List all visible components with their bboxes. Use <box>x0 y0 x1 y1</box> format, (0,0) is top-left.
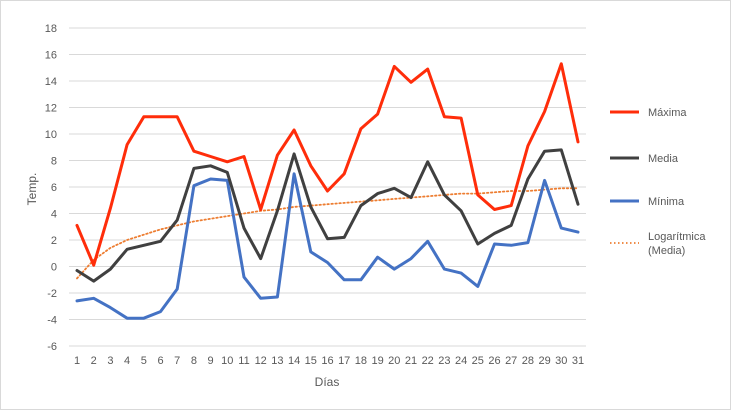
x-tick-label: 10 <box>221 355 233 367</box>
series-line-maxima <box>75 62 580 267</box>
x-tick-label: 29 <box>538 355 550 367</box>
legend-item: Máxima <box>610 107 687 119</box>
y-axis-title: Temp. <box>25 173 39 206</box>
x-tick-label: 9 <box>208 355 214 367</box>
y-tick-label: 0 <box>51 262 57 274</box>
legend-label: Logarítmica (Media) <box>648 231 706 257</box>
legend-item: Media <box>610 153 679 165</box>
y-tick-label: 18 <box>45 23 57 35</box>
x-tick-label: 19 <box>371 355 383 367</box>
x-tick-label: 16 <box>321 355 333 367</box>
x-tick-label: 14 <box>288 355 300 367</box>
x-tick-label: 25 <box>472 355 484 367</box>
x-tick-label: 5 <box>141 355 147 367</box>
x-tick-label: 17 <box>338 355 350 367</box>
x-tick-label: 15 <box>305 355 317 367</box>
legend: Máxima Media Mínima Logarítmica (Media) <box>610 107 706 257</box>
y-tick-label: 4 <box>51 209 57 221</box>
legend-item: Mínima <box>610 196 685 208</box>
x-tick-label: 28 <box>522 355 534 367</box>
x-tick-label: 18 <box>355 355 367 367</box>
x-tick-label: 20 <box>388 355 400 367</box>
gridlines <box>69 27 586 347</box>
y-tick-label: -4 <box>47 315 57 327</box>
x-tick-label: 24 <box>455 355 467 367</box>
y-tick-label: 10 <box>45 129 57 141</box>
x-tick-label: 1 <box>74 355 80 367</box>
y-tick-label: 2 <box>51 235 57 247</box>
x-tick-label: 8 <box>191 355 197 367</box>
x-tick-label: 26 <box>488 355 500 367</box>
y-tick-label: -6 <box>47 341 57 353</box>
series-line-minima <box>75 172 580 320</box>
x-tick-label: 6 <box>157 355 163 367</box>
x-tick-label: 22 <box>422 355 434 367</box>
x-tick-label: 4 <box>124 355 130 367</box>
legend-item: Logarítmica (Media) <box>610 231 706 257</box>
x-tick-label: 7 <box>174 355 180 367</box>
x-tick-label: 23 <box>438 355 450 367</box>
y-tick-label: 6 <box>51 182 57 194</box>
x-tick-labels: 1 2 3 4 5 6 7 8 9 10 11 12 13 14 15 16 17 18 19 20 21 22 23 24 2… <box>74 355 584 367</box>
series-line-logaritmica-media <box>76 187 579 280</box>
x-tick-label: 13 <box>271 355 283 367</box>
x-axis-title: Días <box>315 375 340 389</box>
y-tick-label: 12 <box>45 103 57 115</box>
x-tick-label: 21 <box>405 355 417 367</box>
series-line-media <box>75 148 580 283</box>
x-tick-label: 27 <box>505 355 517 367</box>
legend-label: Mínima <box>648 196 685 208</box>
series-lines <box>75 62 580 320</box>
x-tick-label: 12 <box>255 355 267 367</box>
legend-label: Máxima <box>648 107 687 119</box>
y-tick-label: 14 <box>45 76 57 88</box>
x-tick-label: 31 <box>572 355 584 367</box>
x-tick-label: 2 <box>91 355 97 367</box>
x-tick-label: 3 <box>107 355 113 367</box>
y-tick-label: 16 <box>45 50 57 62</box>
y-tick-labels: -6 -4 -2 0 2 4 6 8 10 12 14 16 18 <box>45 23 57 353</box>
y-tick-label: 8 <box>51 156 57 168</box>
legend-label: Media <box>648 153 679 165</box>
x-tick-label: 11 <box>238 355 249 367</box>
x-tick-label: 30 <box>555 355 567 367</box>
y-tick-label: -2 <box>47 288 57 300</box>
